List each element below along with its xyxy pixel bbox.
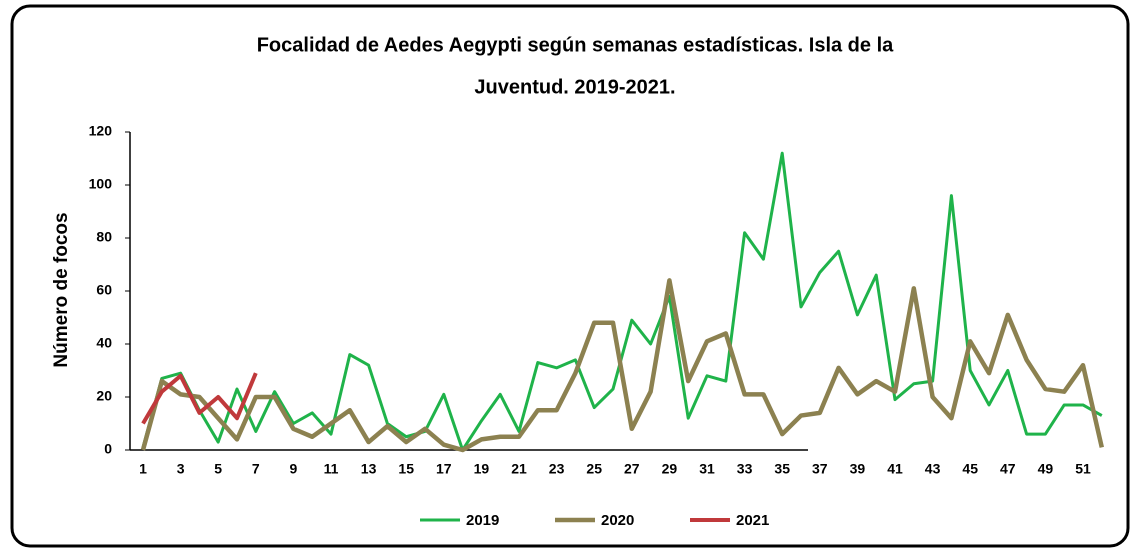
x-tick-label: 21 [511, 461, 527, 477]
x-tick-label: 41 [887, 461, 903, 477]
x-tick-label: 5 [214, 461, 222, 477]
x-tick-label: 11 [324, 461, 339, 477]
frame [10, 4, 1130, 548]
y-axis-label: Número de focos [51, 212, 72, 367]
x-tick-label: 51 [1075, 461, 1091, 477]
y-tick-label: 40 [96, 335, 112, 351]
x-tick-label: 3 [177, 461, 185, 477]
x-tick-label: 39 [850, 461, 866, 477]
legend-label: 2019 [466, 512, 499, 529]
legend-label: 2020 [601, 512, 634, 529]
x-tick-label: 47 [1000, 461, 1016, 477]
x-tick-label: 9 [290, 461, 298, 477]
x-tick-label: 27 [624, 461, 640, 477]
x-tick-label: 25 [586, 461, 602, 477]
x-tick-label: 31 [699, 461, 715, 477]
series-line [141, 372, 258, 425]
x-tick-label: 49 [1038, 461, 1054, 477]
y-tick-label: 80 [96, 229, 112, 245]
x-tick-label: 43 [925, 461, 941, 477]
y-tick-label: 0 [104, 441, 112, 457]
y-tick-label: 60 [96, 282, 112, 298]
series-line [141, 151, 1103, 452]
chart-title: Juventud. 2019-2021. [474, 76, 675, 98]
x-tick-label: 15 [398, 461, 414, 477]
y-tick-label: 100 [89, 176, 113, 192]
x-tick-label: 45 [962, 461, 978, 477]
x-tick-label: 17 [436, 461, 452, 477]
y-tick-label: 120 [89, 123, 113, 139]
x-tick-label: 23 [549, 461, 565, 477]
x-tick-label: 37 [812, 461, 828, 477]
x-tick-label: 7 [252, 461, 260, 477]
x-tick-label: 19 [474, 461, 490, 477]
x-tick-label: 29 [662, 461, 678, 477]
y-tick-label: 20 [96, 388, 112, 404]
legend-label: 2021 [736, 512, 769, 529]
x-tick-label: 1 [139, 461, 147, 477]
x-tick-label: 13 [361, 461, 377, 477]
chart-title: Focalidad de Aedes Aegypti según semanas… [257, 34, 894, 56]
x-tick-label: 33 [737, 461, 753, 477]
x-tick-label: 35 [774, 461, 790, 477]
series-line [140, 278, 1104, 453]
